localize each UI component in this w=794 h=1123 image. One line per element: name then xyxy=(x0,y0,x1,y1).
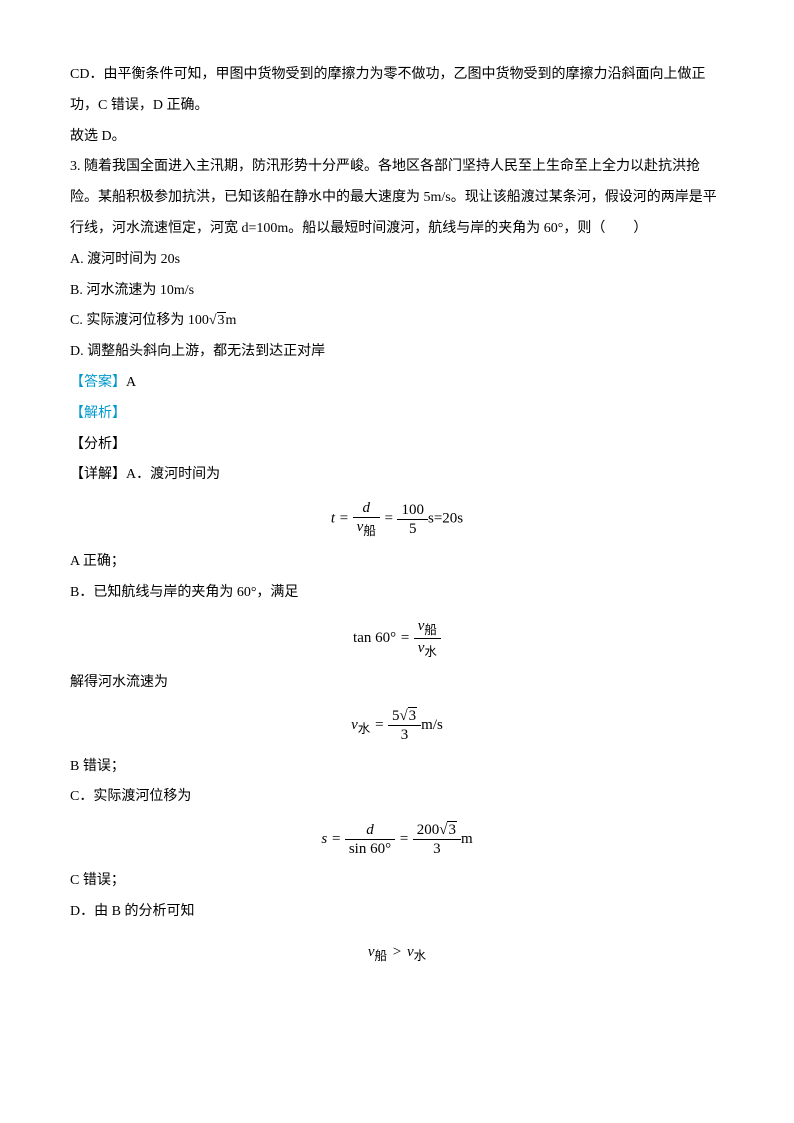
formula-displacement: s = d sin 60° = 2003 3 m xyxy=(70,821,724,858)
b-intro: B．已知航线与岸的夹角为 60°，满足 xyxy=(70,578,724,609)
option-c-value: 100 xyxy=(188,313,209,328)
question-3: 3. 随着我国全面进入主汛期，防汛形势十分严峻。各地区各部门坚持人民至上生命至上… xyxy=(70,152,724,244)
option-c-unit: m xyxy=(226,313,237,328)
option-c-prefix: C. 实际渡河位移为 xyxy=(70,313,188,328)
answer-label: 【答案】 xyxy=(70,375,126,390)
a-correct: A 正确； xyxy=(70,547,724,578)
para-conclusion: 故选 D。 xyxy=(70,122,724,153)
option-b: B. 河水流速为 10m/s xyxy=(70,276,724,307)
d-intro: D．由 B 的分析可知 xyxy=(70,897,724,928)
analysis-line: 【解析】 xyxy=(70,399,724,430)
detail-a: 【详解】A．渡河时间为 xyxy=(70,460,724,491)
answer-line: 【答案】A xyxy=(70,368,724,399)
c-intro: C．实际渡河位移为 xyxy=(70,782,724,813)
option-c: C. 实际渡河位移为 1003m xyxy=(70,306,724,337)
para-cd: CD．由平衡条件可知，甲图中货物受到的摩擦力为零不做功，乙图中货物受到的摩擦力沿… xyxy=(70,60,724,122)
formula-compare: v船 > v水 xyxy=(70,936,724,971)
formula-vwater: v水 = 53 3 m/s xyxy=(70,707,724,744)
b-wrong: B 错误； xyxy=(70,752,724,783)
option-d: D. 调整船头斜向上游，都无法到达正对岸 xyxy=(70,337,724,368)
formula-time: t = dv船 = 1005s=20s xyxy=(70,499,724,539)
b-result: 解得河水流速为 xyxy=(70,668,724,699)
sqrt-icon: 3 xyxy=(209,306,226,337)
c-wrong: C 错误； xyxy=(70,866,724,897)
fenxi-label: 【分析】 xyxy=(70,430,724,461)
option-a: A. 渡河时间为 20s xyxy=(70,245,724,276)
analysis-label: 【解析】 xyxy=(70,406,126,421)
formula-tan: tan 60° = v船 v水 xyxy=(70,617,724,660)
answer-value: A xyxy=(126,375,136,390)
